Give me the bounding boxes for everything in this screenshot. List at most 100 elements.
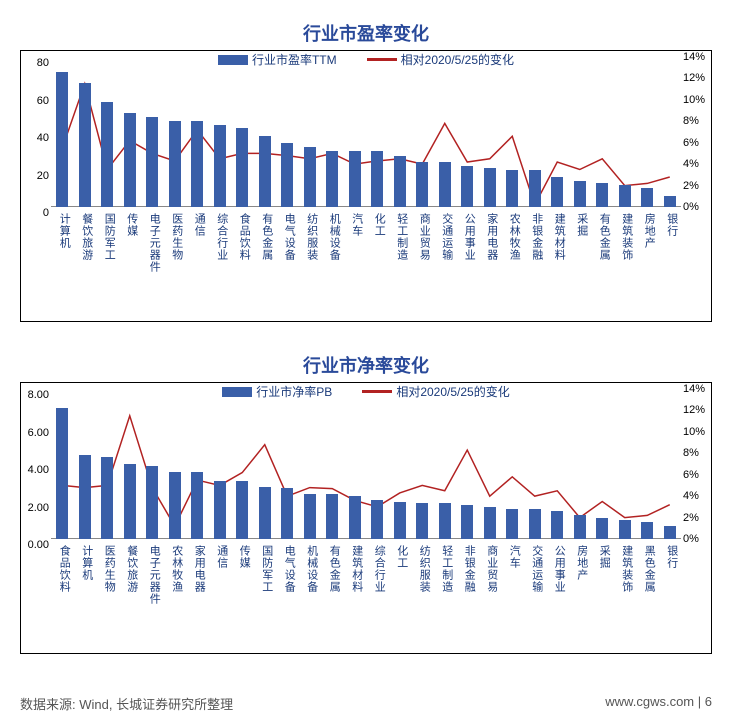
- xtick: 公用事业: [460, 213, 474, 261]
- bar: [191, 472, 203, 540]
- bar: [124, 113, 136, 207]
- xtick: 综合行业: [370, 545, 384, 593]
- pe-plot: [51, 57, 681, 207]
- bar: [146, 117, 158, 207]
- xtick: 传媒: [235, 545, 249, 569]
- pb-y-right: 0%2%4%6%8%10%12%14%: [681, 383, 709, 539]
- xtick: 农林牧渔: [505, 213, 519, 261]
- bar: [574, 515, 586, 539]
- bar: [664, 196, 676, 207]
- bar: [281, 143, 293, 207]
- bar: [641, 188, 653, 207]
- xtick: 建筑装饰: [618, 213, 632, 261]
- xtick: 建筑材料: [348, 545, 362, 593]
- bar: [56, 408, 68, 539]
- ytick-right: 8%: [683, 115, 699, 127]
- footer-page: 6: [705, 694, 712, 709]
- ytick-right: 14%: [683, 51, 705, 63]
- xtick: 农林牧渔: [168, 545, 182, 593]
- xtick: 商业贸易: [483, 545, 497, 593]
- pb-chart-area: 行业市净率PB 相对2020/5/25的变化 0.002.004.006.008…: [20, 382, 712, 654]
- bar: [349, 151, 361, 207]
- bar: [326, 151, 338, 207]
- xtick: 通信: [190, 213, 204, 237]
- bar: [371, 151, 383, 207]
- xtick: 银行: [663, 545, 677, 569]
- bar: [79, 83, 91, 207]
- bar: [124, 464, 136, 539]
- bar: [416, 162, 428, 207]
- ytick-right: 12%: [683, 72, 705, 84]
- xtick: 餐饮旅游: [78, 213, 92, 261]
- xtick: 纺织服装: [415, 545, 429, 593]
- xtick: 医药生物: [100, 545, 114, 593]
- xtick: 电气设备: [280, 545, 294, 593]
- bar: [596, 183, 608, 207]
- xtick: 机械设备: [325, 213, 339, 261]
- xtick: 交通运输: [438, 213, 452, 261]
- pb-chart-title: 行业市净率变化: [20, 352, 712, 378]
- bar: [236, 128, 248, 207]
- ytick-right: 2%: [683, 512, 699, 524]
- ytick-right: 10%: [683, 94, 705, 106]
- xtick: 有色金属: [595, 213, 609, 261]
- bar: [169, 121, 181, 207]
- xtick: 交通运输: [528, 545, 542, 593]
- xtick: 非银金融: [460, 545, 474, 593]
- bar: [664, 526, 676, 539]
- bar: [214, 125, 226, 208]
- bar: [529, 170, 541, 208]
- xtick: 传媒: [123, 213, 137, 237]
- bar: [101, 102, 113, 207]
- xtick: 电气设备: [280, 213, 294, 261]
- bar: [619, 185, 631, 208]
- bar: [394, 502, 406, 540]
- pb-x-axis: 食品饮料计算机医药生物餐饮旅游电子元器件农林牧渔家用电器通信传媒国防军工电气设备…: [51, 543, 681, 609]
- xtick: 国防军工: [100, 213, 114, 261]
- xtick: 轻工制造: [393, 213, 407, 261]
- xtick: 家用电器: [190, 545, 204, 593]
- source-line: 数据来源: Wind, 长城证券研究所整理 www.cgws.com | 6: [20, 694, 712, 713]
- bar: [326, 494, 338, 539]
- bar: [79, 455, 91, 539]
- xtick: 食品饮料: [55, 545, 69, 593]
- xtick: 化工: [370, 213, 384, 237]
- pb-chart: 行业市净率变化 行业市净率PB 相对2020/5/25的变化 0.002.004…: [20, 352, 712, 654]
- xtick: 汽车: [348, 213, 362, 237]
- pe-x-axis: 计算机餐饮旅游国防军工传媒电子元器件医药生物通信综合行业食品饮料有色金属电气设备…: [51, 211, 681, 277]
- pe-chart-area: 行业市盈率TTM 相对2020/5/25的变化 020406080 0%2%4%…: [20, 50, 712, 322]
- xtick: 轻工制造: [438, 545, 452, 593]
- bar: [416, 503, 428, 539]
- xtick: 有色金属: [258, 213, 272, 261]
- xtick: 食品饮料: [235, 213, 249, 261]
- bar: [371, 500, 383, 539]
- bar: [484, 168, 496, 207]
- xtick: 银行: [663, 213, 677, 237]
- xtick: 电子元器件: [145, 213, 159, 273]
- ytick-right: 4%: [683, 158, 699, 170]
- pb-y-left: 0.002.004.006.008.00: [23, 383, 51, 539]
- bar: [304, 147, 316, 207]
- bar: [551, 177, 563, 207]
- xtick: 汽车: [505, 545, 519, 569]
- bar: [191, 121, 203, 207]
- bar: [529, 509, 541, 539]
- xtick: 化工: [393, 545, 407, 569]
- bar: [461, 166, 473, 207]
- source-text: 数据来源: Wind, 长城证券研究所整理: [20, 697, 233, 712]
- xtick: 医药生物: [168, 213, 182, 261]
- pe-chart: 行业市盈率变化 行业市盈率TTM 相对2020/5/25的变化 02040608…: [20, 20, 712, 322]
- bar: [461, 505, 473, 539]
- pe-chart-title: 行业市盈率变化: [20, 20, 712, 46]
- xtick: 建筑装饰: [618, 545, 632, 593]
- xtick: 房地产: [573, 545, 587, 581]
- bar: [574, 181, 586, 207]
- xtick: 综合行业: [213, 213, 227, 261]
- xtick: 电子元器件: [145, 545, 159, 605]
- ytick-right: 10%: [683, 426, 705, 438]
- xtick: 餐饮旅游: [123, 545, 137, 593]
- bar: [304, 494, 316, 539]
- ytick-right: 4%: [683, 490, 699, 502]
- bar: [56, 72, 68, 207]
- bar: [394, 156, 406, 207]
